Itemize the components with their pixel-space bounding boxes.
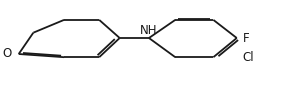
Text: Cl: Cl xyxy=(243,51,254,64)
Text: F: F xyxy=(243,32,249,44)
Text: O: O xyxy=(3,48,12,60)
Text: NH: NH xyxy=(140,24,158,37)
